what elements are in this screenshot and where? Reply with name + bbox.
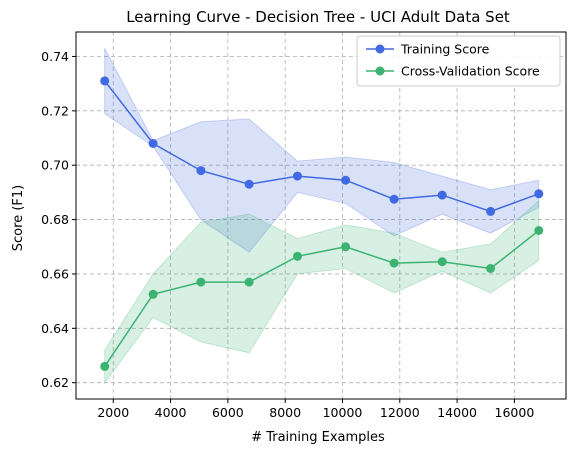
point-cv <box>437 257 447 267</box>
point-cv <box>293 251 302 261</box>
y-tick-label: 0.72 <box>41 103 69 118</box>
point-training <box>341 175 351 185</box>
point-cv <box>486 264 496 273</box>
point-training <box>534 189 544 199</box>
legend: Training Score Cross-Validation Score <box>356 35 561 87</box>
point-training <box>486 206 496 216</box>
x-tick-label: 4000 <box>155 405 187 420</box>
point-cv <box>196 277 206 287</box>
point-cv <box>534 226 544 235</box>
point-cv <box>148 289 158 299</box>
plot-frame <box>75 31 567 400</box>
legend-label-training: Training Score <box>400 42 490 57</box>
x-tick-label: 8000 <box>269 405 301 420</box>
point-cv <box>389 258 399 268</box>
point-training <box>196 166 206 176</box>
y-axis-ticks: 0.62 0.64 0.66 0.68 0.70 0.72 0.74 <box>41 49 76 390</box>
chart-title: Learning Curve - Decision Tree - UCI Adu… <box>126 8 510 26</box>
y-tick-label: 0.68 <box>41 212 69 227</box>
point-training <box>148 139 158 148</box>
point-cv <box>244 277 254 287</box>
legend-label-cv: Cross-Validation Score <box>401 64 540 79</box>
confidence-bands <box>104 48 540 385</box>
point-training <box>437 190 447 200</box>
legend-box <box>356 35 561 87</box>
band-cv <box>104 199 540 385</box>
x-axis-label: # Training Examples <box>251 430 385 445</box>
y-tick-label: 0.70 <box>41 158 69 173</box>
y-tick-label: 0.66 <box>41 266 69 281</box>
line-training <box>104 80 540 213</box>
point-cv <box>100 361 110 371</box>
point-training <box>244 179 254 189</box>
legend-marker-cv <box>375 66 385 76</box>
x-axis-ticks: 2000 4000 6000 8000 10000 12000 14000 16000 <box>97 399 534 420</box>
point-cv <box>341 242 351 252</box>
x-tick-label: 14000 <box>437 405 477 420</box>
y-tick-label: 0.74 <box>41 49 69 64</box>
point-training <box>389 194 399 204</box>
point-training <box>293 171 302 181</box>
y-tick-label: 0.62 <box>41 375 69 390</box>
line-cv <box>104 229 540 367</box>
x-tick-label: 6000 <box>212 405 244 420</box>
series-lines <box>104 80 540 367</box>
legend-marker-training <box>375 44 385 54</box>
x-tick-label: 2000 <box>97 405 129 420</box>
series-points <box>100 76 544 371</box>
x-tick-label: 10000 <box>323 405 363 420</box>
y-tick-label: 0.64 <box>41 321 69 336</box>
x-tick-label: 12000 <box>380 405 420 420</box>
point-training <box>100 76 110 86</box>
y-axis-label: Score (F1) <box>11 185 26 251</box>
x-tick-label: 16000 <box>495 405 535 420</box>
grid-lines <box>76 32 566 399</box>
band-training <box>104 48 540 253</box>
